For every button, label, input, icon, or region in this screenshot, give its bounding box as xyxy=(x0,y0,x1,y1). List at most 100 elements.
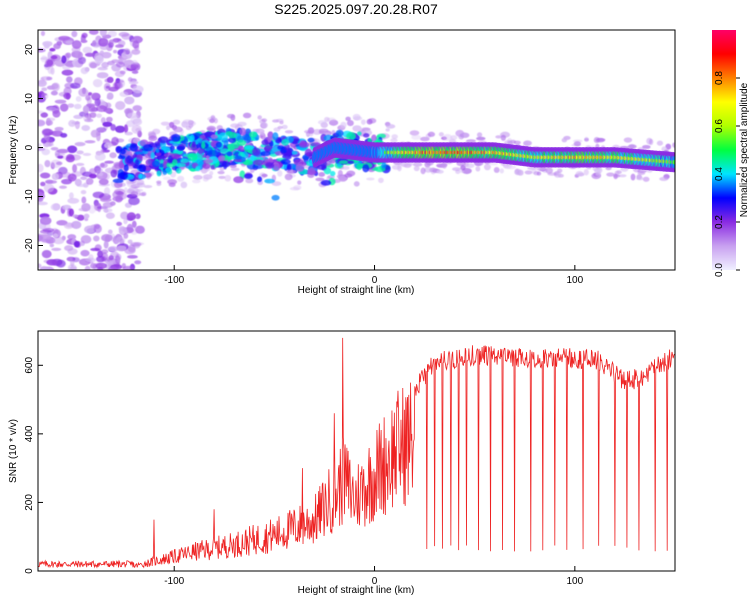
spectrogram-cell xyxy=(113,188,126,195)
spectrogram-cell xyxy=(257,115,262,120)
spectrogram-cell xyxy=(218,175,226,180)
x-tick-label: -100 xyxy=(164,275,184,286)
spectrogram-cell xyxy=(50,203,61,211)
spectrogram-cell xyxy=(636,176,644,181)
spectrogram-cell xyxy=(103,142,112,149)
spectrogram-cell xyxy=(189,134,195,143)
x-tick-label: 0 xyxy=(372,275,378,286)
spectrogram-cell xyxy=(223,161,228,170)
spectrogram-cell xyxy=(381,162,387,169)
spectrogram-cell xyxy=(115,255,121,265)
spectrogram-cell xyxy=(67,173,77,182)
spectrogram-cell xyxy=(56,148,69,154)
spectrogram-cell xyxy=(59,185,67,189)
spectrogram-cell xyxy=(280,158,291,165)
spectrogram-cell xyxy=(76,150,84,155)
spectrogram-cell xyxy=(536,167,547,171)
spectrogram-cell xyxy=(82,46,93,54)
spectrogram-cell xyxy=(53,233,59,238)
spectrogram-cell xyxy=(130,191,139,196)
spectrogram-cell xyxy=(71,220,82,229)
spectrogram-cell xyxy=(93,235,100,242)
spectrogram-cell xyxy=(151,160,160,168)
spectrogram-cell xyxy=(117,172,128,180)
spectrogram-cell xyxy=(123,124,129,134)
spectrogram-cell xyxy=(215,141,222,148)
spectrogram-cell xyxy=(106,76,114,84)
spectrogram-cell xyxy=(108,255,114,261)
spectrogram-cell xyxy=(99,105,106,110)
spectrogram-cell xyxy=(92,40,97,47)
spectrogram-cell xyxy=(162,160,168,169)
spectrogram-cell xyxy=(135,188,144,192)
spectrogram-cell xyxy=(524,170,533,175)
spectrogram-cell xyxy=(101,61,109,69)
spectrogram-cell xyxy=(96,72,109,79)
spectrogram-cell xyxy=(92,78,103,88)
spectrogram-cell xyxy=(257,176,262,183)
spectrogram-cell xyxy=(84,265,91,270)
spectrogram-cell xyxy=(52,109,61,118)
spectrogram-cell xyxy=(385,128,390,132)
spectrogram-cell xyxy=(307,127,315,134)
spectrogram-cell xyxy=(74,51,84,59)
spectrogram-cell xyxy=(244,145,255,150)
spectrogram-cell xyxy=(73,103,82,110)
spectrogram-cell xyxy=(89,263,98,269)
spectrogram-cell xyxy=(466,163,475,169)
spectrogram-cell xyxy=(172,158,178,166)
spectrogram-cell xyxy=(156,170,162,177)
spectrogram-cell xyxy=(108,266,118,270)
spectrogram-cell xyxy=(225,131,233,136)
spectrogram-cell xyxy=(123,163,129,172)
spectrogram-cell xyxy=(318,171,326,177)
spectrogram-cell xyxy=(110,124,117,131)
spectrogram-cell xyxy=(584,136,589,142)
spectrogram-cell xyxy=(67,264,77,270)
spectrogram-cell xyxy=(248,131,258,138)
spectrogram-cell xyxy=(101,256,107,262)
spectrogram-cell xyxy=(272,163,281,171)
spectrogram-cell xyxy=(106,92,114,100)
y-tick-label: -10 xyxy=(24,189,35,204)
spectrogram-cell xyxy=(356,131,362,136)
spectrogram-cell xyxy=(271,194,280,201)
spectrogram-cell xyxy=(630,173,636,181)
spectrogram-cell xyxy=(344,173,353,178)
spectrogram-cell xyxy=(40,181,46,187)
spectrogram-cell xyxy=(90,92,100,100)
spectrogram-cell xyxy=(61,69,74,76)
spectrogram-cell xyxy=(103,208,109,213)
spectrogram-cell xyxy=(96,113,102,118)
spectrogram-cell xyxy=(40,92,49,100)
spectrogram-cell xyxy=(123,48,131,55)
spectrogram-cell xyxy=(59,103,69,112)
spectrogram-cell xyxy=(122,265,135,270)
spectrogram-cell xyxy=(175,162,187,168)
spectrogram-cell xyxy=(239,127,247,136)
spectrogram-cell xyxy=(307,137,315,143)
spectrogram-cell xyxy=(134,260,142,265)
spectrogram-cell xyxy=(80,249,90,257)
spectrogram-cell xyxy=(420,167,426,175)
spectrogram-cell xyxy=(60,132,68,138)
spectrogram-cell xyxy=(119,91,129,97)
spectrogram-cell xyxy=(100,117,106,124)
spectrogram-cell xyxy=(89,173,97,179)
spectrogram-cell xyxy=(136,130,143,138)
spectrogram-cell xyxy=(513,140,521,145)
y-tick-label: 400 xyxy=(24,425,35,442)
spectrogram-cell xyxy=(89,62,98,69)
spectrogram-y-ticks: -20 -10 0 10 20 xyxy=(24,44,43,253)
snr-series-group xyxy=(38,337,675,569)
spectrogram-cell xyxy=(38,201,48,206)
spectrogram-cell xyxy=(264,178,275,184)
spectrogram-cell xyxy=(105,116,113,123)
spectrogram-cell xyxy=(112,178,124,183)
spectrogram-cell xyxy=(131,220,137,228)
spectrogram-cell xyxy=(81,196,87,204)
spectrogram-cell xyxy=(88,168,97,175)
spectrogram-cell xyxy=(272,119,280,123)
spectrogram-cell xyxy=(65,155,75,163)
